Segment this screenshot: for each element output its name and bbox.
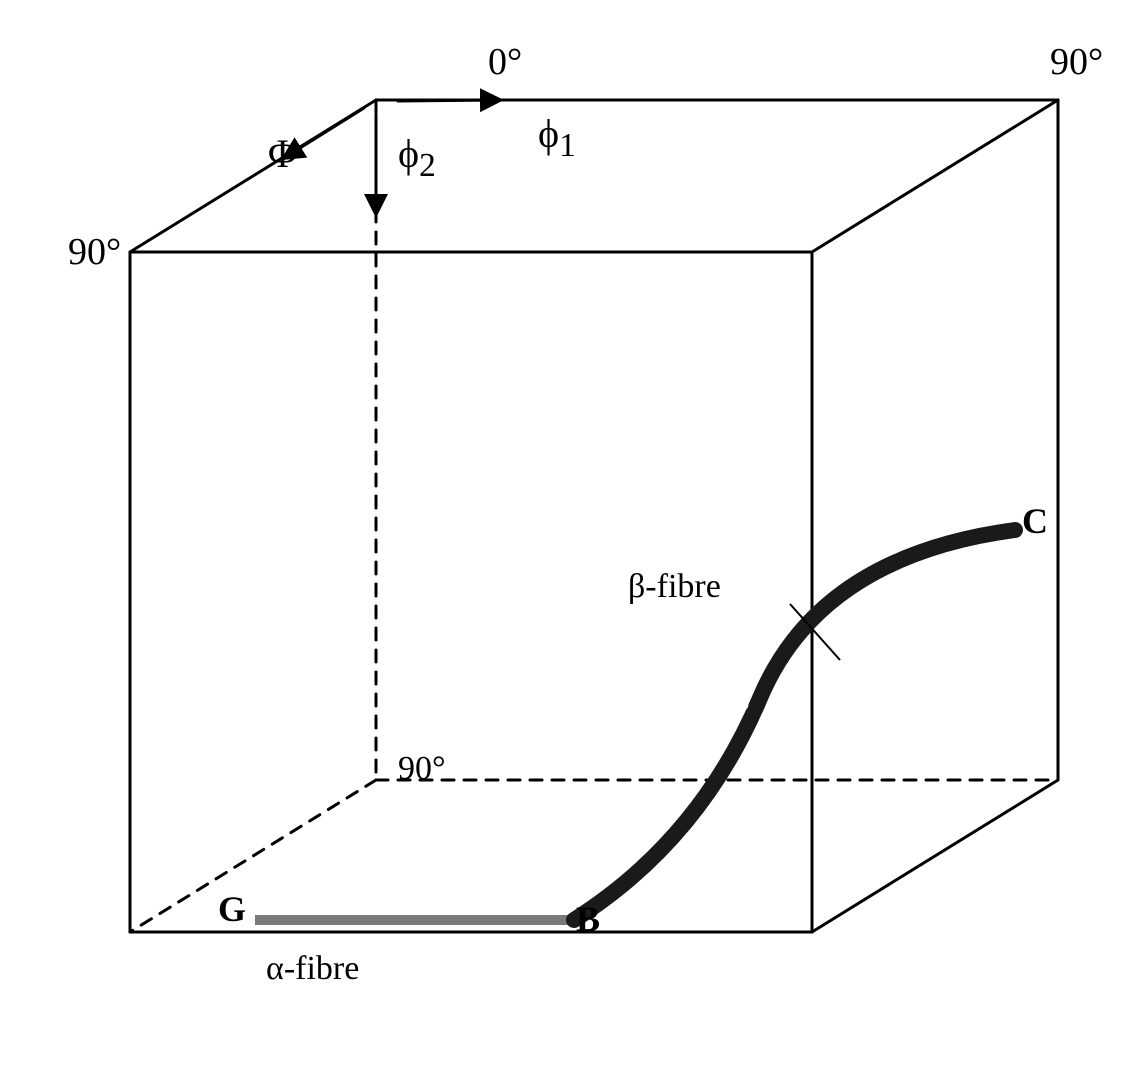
- euler-cube-diagram: 0° 90° 90° 90° ϕ1 ϕ2 Φ β-fibre α-fibre G…: [0, 0, 1148, 1079]
- Phi-end-label: 90°: [68, 230, 121, 274]
- Phi-axis-label: Φ: [268, 130, 297, 177]
- point-C-label: C: [1022, 500, 1048, 542]
- point-S-label: S: [730, 678, 750, 720]
- phi1-end-label: 90°: [1050, 40, 1103, 84]
- beta-fibre-label: β-fibre: [628, 568, 721, 606]
- phi2-axis-label: ϕ2: [398, 130, 436, 185]
- alpha-fibre-label: α-fibre: [266, 950, 359, 988]
- origin-label: 0°: [488, 40, 522, 84]
- phi2-end-label: 90°: [398, 750, 446, 788]
- phi1-axis-label: ϕ1: [538, 110, 576, 165]
- point-G-label: G: [218, 888, 246, 930]
- point-B-label: B: [576, 898, 600, 940]
